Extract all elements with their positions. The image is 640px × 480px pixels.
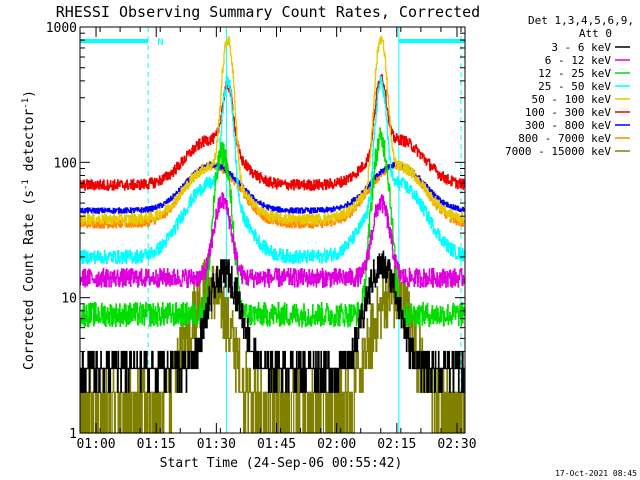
x-tick-label-0: 01:00 <box>76 437 115 452</box>
render-timestamp: 17-Oct-2021 08:45 <box>555 469 637 478</box>
x-tick-label-4: 02:00 <box>317 437 356 452</box>
series-layer <box>79 35 465 434</box>
x-tick-label-5: 02:15 <box>377 437 416 452</box>
legend-label-8: 7000 - 15000 keV <box>505 145 611 158</box>
night-bars: N <box>80 37 465 48</box>
series-line-3 <box>79 75 465 265</box>
legend-label-5: 100 - 300 keV <box>525 106 611 119</box>
legend-label-2: 12 - 25 keV <box>538 67 611 80</box>
night-label: N <box>157 37 163 48</box>
legend-header-detectors: Det 1,3,4,5,6,9, <box>528 14 634 27</box>
y-axis: 1 10 100 1000 <box>46 21 465 442</box>
legend-label-3: 25 - 50 keV <box>538 80 611 93</box>
series-line-4 <box>79 35 465 226</box>
y-tick-label-0: 1 <box>69 427 77 442</box>
plot-frame <box>79 26 466 434</box>
y-tick-label-1: 10 <box>61 292 77 307</box>
x-tick-label-6: 02:30 <box>437 437 476 452</box>
x-tick-label-1: 01:15 <box>137 437 176 452</box>
series-line-5 <box>79 74 465 192</box>
x-axis-label: Start Time (24-Sep-06 00:55:42) <box>160 456 403 471</box>
series-line-1 <box>79 192 465 288</box>
legend-label-0: 3 - 6 keV <box>551 41 611 54</box>
x-axis: 01:00 01:15 01:30 01:45 02:00 02:15 02:30 <box>76 27 477 452</box>
legend-label-6: 300 - 800 keV <box>525 119 611 132</box>
chart-title: RHESSI Observing Summary Count Rates, Co… <box>56 3 480 21</box>
legend-label-1: 6 - 12 keV <box>545 54 612 67</box>
legend-header-attenuator: Att 0 <box>579 27 612 40</box>
y-axis-label: Corrected Count Rate (s-1 detector-1) <box>21 90 37 370</box>
series-line-0 <box>79 250 465 393</box>
vertical-markers <box>147 27 462 433</box>
x-tick-label-3: 01:45 <box>257 437 296 452</box>
y-tick-label-2: 100 <box>54 156 77 171</box>
plot-area: N 01:00 01:15 01:30 01:45 02:00 02:15 02:30 11… <box>46 21 477 452</box>
legend-label-7: 800 - 7000 keV <box>518 132 611 145</box>
legend-label-4: 50 - 100 keV <box>532 93 612 106</box>
y-tick-label-3: 1000 <box>46 21 77 36</box>
x-tick-label-2: 01:30 <box>197 437 236 452</box>
